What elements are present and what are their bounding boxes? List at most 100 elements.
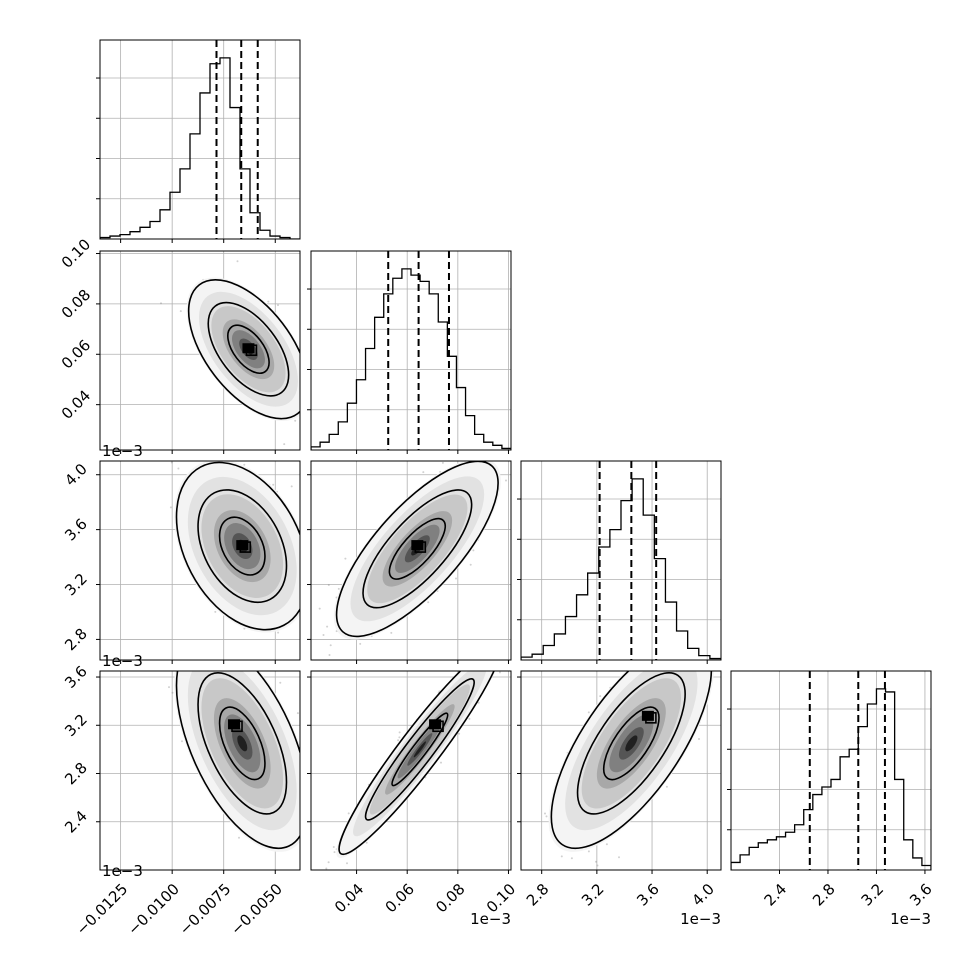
scatter-point	[302, 753, 304, 755]
scatter-point	[294, 419, 297, 422]
scatter-point	[333, 851, 336, 854]
scatter-point	[326, 625, 329, 628]
scatter-point	[327, 584, 330, 586]
scatter-point	[480, 663, 482, 665]
scatter-point	[204, 655, 206, 657]
scatter-point	[185, 614, 187, 616]
scatter-point	[212, 661, 214, 663]
scatter-point	[237, 657, 239, 659]
scatter-point	[469, 563, 472, 566]
contour-line	[231, 720, 243, 733]
panel-frame	[310, 460, 512, 661]
scatter-point	[200, 457, 202, 459]
scatter-point	[332, 846, 335, 848]
scatter-point	[303, 731, 305, 733]
scatter-point	[160, 302, 162, 305]
density-peak	[411, 540, 424, 551]
scatter-point	[155, 620, 157, 622]
scatter-point	[177, 467, 180, 470]
scatter-point	[458, 732, 461, 735]
scatter-point	[272, 483, 275, 486]
scatter-point	[327, 861, 330, 864]
scatter-point	[236, 260, 239, 263]
scatter-point	[214, 610, 217, 613]
histogram-panel-3	[727, 670, 932, 874]
density-level	[237, 735, 248, 752]
pair-panel-0-1	[96, 250, 315, 454]
scatter-point	[209, 664, 211, 666]
scatter-point	[211, 631, 213, 633]
scatter-point	[238, 836, 240, 839]
scatter-point	[208, 625, 210, 627]
scatter-point	[178, 648, 180, 650]
scatter-point	[279, 681, 282, 684]
scatter-point	[313, 418, 315, 420]
histogram-panel-0	[96, 39, 301, 243]
scatter-point	[210, 653, 212, 655]
scatter-point	[195, 663, 197, 665]
scatter-point	[314, 818, 316, 820]
scatter-point	[475, 657, 477, 659]
scatter-point	[390, 631, 393, 634]
scatter-point	[328, 654, 331, 656]
scatter-point	[475, 647, 477, 649]
scatter-point	[465, 437, 467, 439]
scatter-point	[199, 648, 201, 650]
scatter-point	[290, 485, 293, 488]
scatter-point	[181, 740, 183, 743]
histogram-step-line	[100, 57, 300, 239]
contour-line	[362, 489, 473, 609]
scatter-point	[427, 601, 430, 604]
scatter-point	[308, 371, 310, 373]
scatter-point	[277, 304, 279, 307]
panel-frame	[99, 39, 301, 240]
scatter-point	[217, 657, 219, 659]
scatter-point	[522, 507, 524, 509]
contour-line	[335, 461, 499, 638]
scatter-point	[491, 662, 493, 664]
scatter-point	[257, 654, 259, 656]
scatter-point	[472, 549, 475, 552]
scatter-point	[213, 458, 215, 460]
scatter-point	[210, 664, 212, 666]
scatter-point	[243, 463, 246, 466]
contour-line	[218, 516, 266, 576]
scatter-point	[267, 300, 270, 303]
scatter-point	[344, 557, 347, 560]
scatter-point	[455, 577, 457, 580]
scatter-point	[165, 451, 167, 453]
contour-line	[227, 324, 270, 374]
contour-line	[218, 706, 266, 781]
contour-line	[207, 301, 290, 397]
scatter-point	[221, 636, 223, 638]
histogram-step-line	[521, 478, 721, 660]
scatter-point	[201, 647, 203, 649]
scatter-point	[312, 387, 314, 389]
scatter-point	[337, 587, 340, 590]
scatter-point	[255, 664, 257, 666]
scatter-point	[188, 652, 190, 654]
scatter-point	[283, 443, 286, 446]
scatter-point	[211, 664, 213, 666]
scatter-point	[169, 506, 172, 509]
scatter-point	[359, 642, 362, 645]
scatter-point	[171, 691, 174, 694]
scatter-point	[242, 665, 244, 667]
scatter-point	[170, 461, 173, 464]
scatter-point	[214, 668, 216, 670]
scatter-point	[207, 654, 209, 656]
contour-line	[175, 461, 300, 631]
scatter-point	[481, 663, 483, 665]
scatter-point	[301, 579, 303, 581]
scatter-point	[179, 667, 181, 669]
scatter-point	[266, 652, 268, 654]
contour-line	[388, 517, 446, 580]
scatter-point	[296, 712, 299, 715]
scatter-point	[304, 805, 306, 807]
scatter-point	[302, 572, 304, 574]
scatter-point	[301, 384, 303, 386]
histogram-panel-1	[307, 250, 512, 454]
histogram-step-line	[311, 268, 511, 450]
scatter-point	[477, 644, 479, 646]
